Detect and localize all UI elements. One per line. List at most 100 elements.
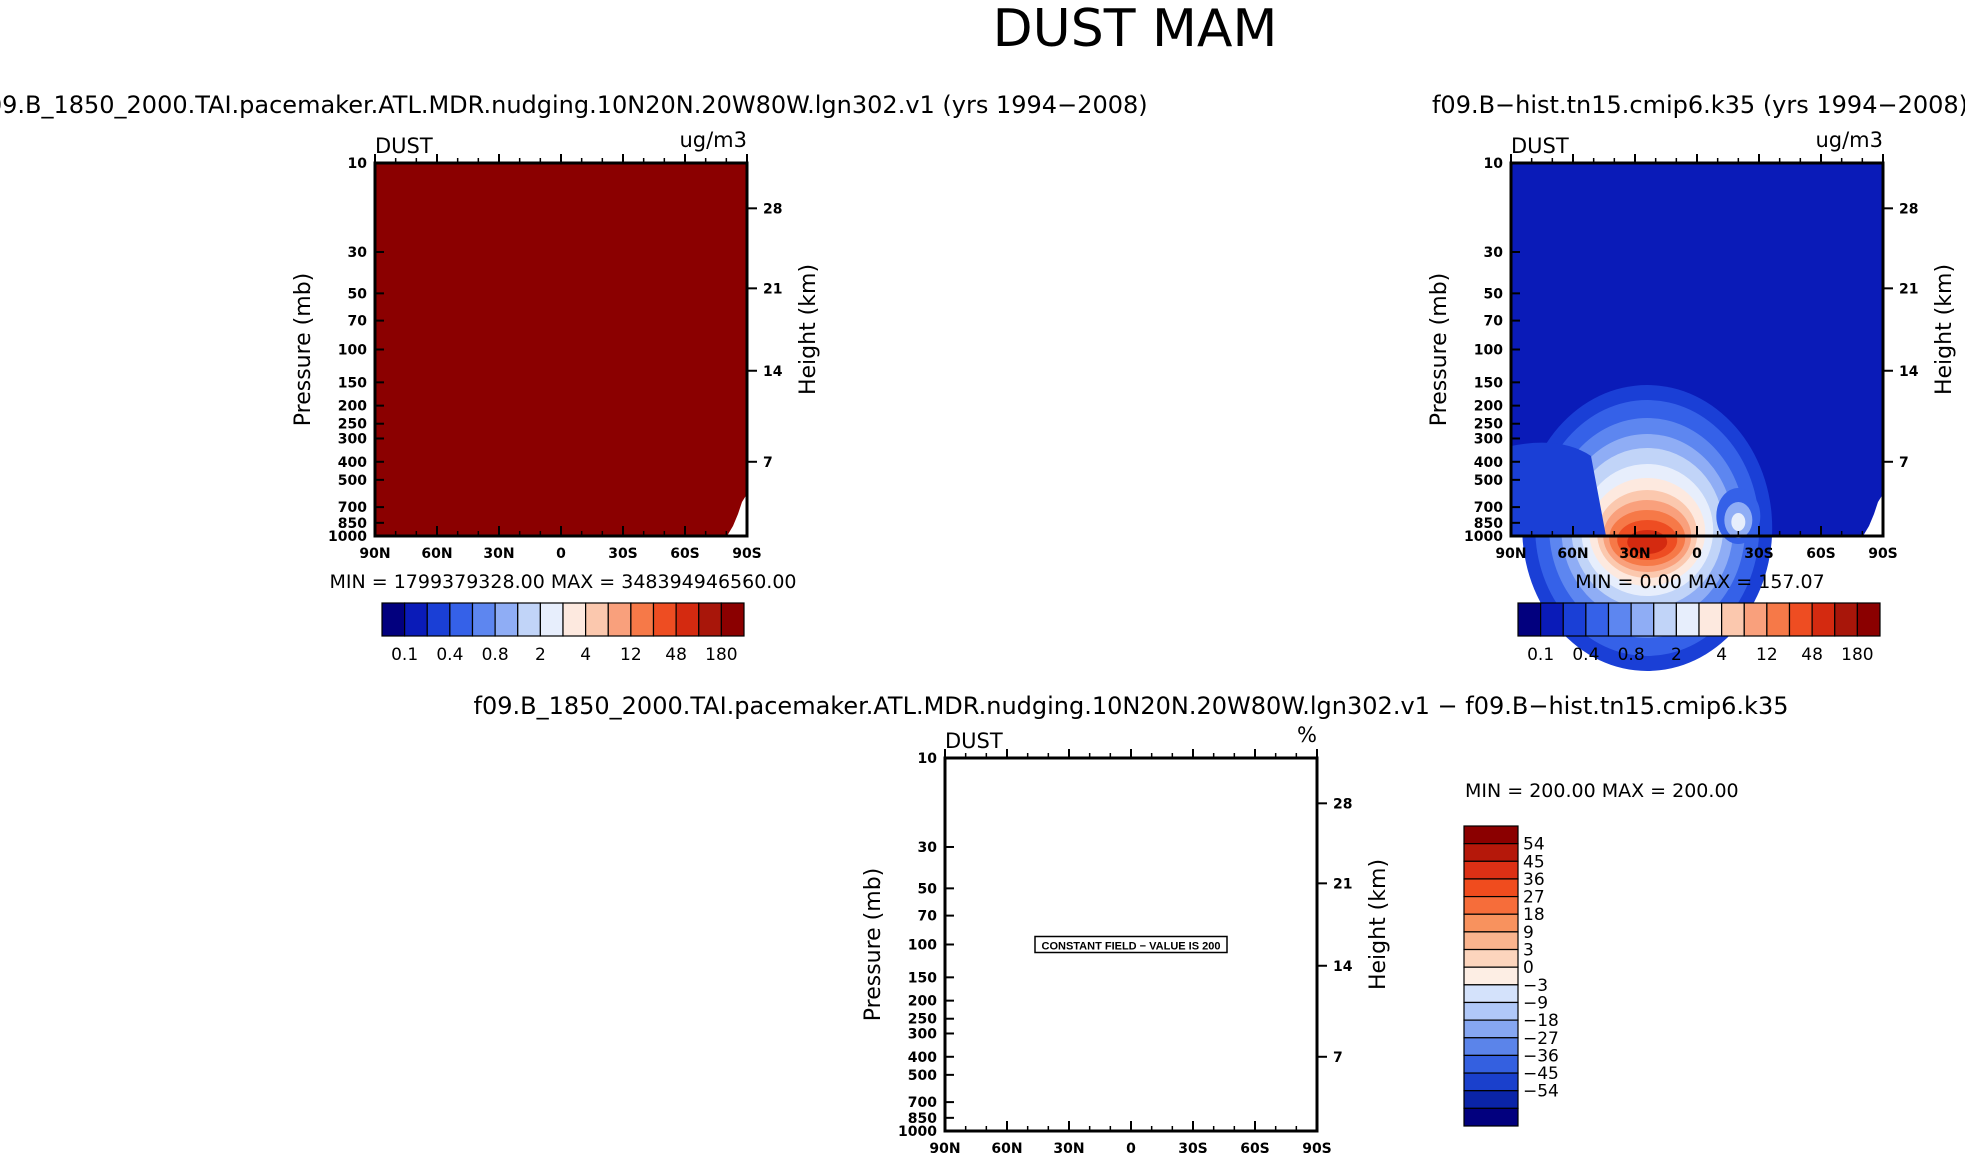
colorbar-label: −9 [1523,993,1548,1013]
colorbar-box [1463,878,1519,898]
panel-title: f09.B_1850_2000.TAI.pacemaker.ATL.MDR.nu… [474,692,1789,720]
field-label: DUST [945,729,1003,753]
colorbar-box [1540,602,1564,637]
colorbar-label: 48 [665,645,687,665]
y-axis-title-right: Height (km) [796,264,821,395]
x-tick-label: 30N [483,546,514,562]
dust-low-layer [1511,442,1606,536]
colorbar-box [1463,860,1519,880]
colorbar-box [539,602,564,637]
x-tick-label: 90S [1868,546,1898,562]
colorbar-box [1856,602,1881,637]
colorbar-box [1463,843,1519,862]
colorbar-label: 3 [1523,941,1534,961]
y-tick-label: 10 [918,751,938,767]
y-tick-label: 70 [918,909,938,925]
x-tick-label: 30N [1619,546,1650,562]
colorbar-box [1721,602,1745,637]
colorbar-label: 2 [1671,645,1682,665]
y-tick-label: 300 [1474,431,1503,447]
colorbar-label: 0.8 [482,645,509,665]
colorbar-box [1463,1037,1519,1057]
colorbar-box [1463,913,1519,933]
colorbar-box [1463,1090,1519,1109]
y-tick-label: 10 [348,156,368,172]
colorbar-box [652,602,677,637]
colorbar-box [720,602,745,637]
x-tick-label: 90S [732,546,762,562]
y-tick-label: 100 [338,343,367,359]
y-tick-label: 1000 [1464,529,1503,545]
min-max-label: MIN = 0.00 MAX = 157.07 [1575,571,1824,593]
terrain-mask [1863,494,1883,536]
colorbar-label: 0.1 [1527,645,1554,665]
colorbar-label: −36 [1523,1046,1559,1066]
colorbar-box [426,602,451,637]
height-tick-label: 28 [1333,796,1352,812]
field-label: DUST [1511,134,1569,158]
colorbar-box [494,602,519,637]
height-tick-label: 21 [763,281,782,297]
x-tick-label: 60S [670,546,700,562]
y-axis-title: Pressure (mb) [1427,273,1452,427]
y-tick-label: 250 [908,1012,937,1028]
y-tick-label: 30 [918,840,938,856]
y-tick-label: 70 [348,314,368,330]
colorbar-box [1653,602,1677,637]
units-label: % [1297,723,1317,747]
panel-title: f09.B_1850_2000.TAI.pacemaker.ATL.MDR.nu… [0,91,1148,119]
colorbar-box [698,602,722,637]
x-tick-label: 0 [1126,1141,1136,1157]
height-tick-label: 28 [763,201,782,217]
panel-title: f09.B−hist.tn15.cmip6.k35 (yrs 1994−2008… [1432,91,1965,119]
height-tick-label: 21 [1899,281,1918,297]
colorbar-box [404,602,428,637]
min-max-label: MIN = 1799379328.00 MAX = 348394946560.0… [329,571,796,593]
height-tick-label: 14 [1333,959,1353,975]
height-tick-label: 14 [763,364,783,380]
height-tick-label: 7 [1333,1050,1343,1066]
x-tick-label: 30S [1178,1141,1208,1157]
constant-field-box [1034,935,1228,954]
colorbar-box [1463,1001,1519,1021]
colorbar-box [630,602,655,637]
y-tick-label: 700 [1474,500,1503,516]
y-tick-label: 1000 [328,529,367,545]
colorbar-box [1517,602,1542,637]
height-tick-label: 14 [1899,364,1919,380]
units-label: ug/m3 [679,128,747,152]
colorbar-box [562,602,587,637]
colorbar-label: −18 [1523,1011,1559,1031]
colorbar-box [1463,948,1519,968]
y-tick-label: 700 [338,500,367,516]
y-tick-label: 200 [338,399,367,415]
colorbar-box [1585,602,1610,637]
min-max-label: MIN = 200.00 MAX = 200.00 [1465,780,1739,802]
y-axis-title-right: Height (km) [1366,859,1391,990]
colorbar-label: 0.8 [1618,645,1645,665]
colorbar-label: 9 [1523,923,1534,943]
x-tick-label: 60N [991,1141,1022,1157]
x-tick-label: 60N [421,546,452,562]
x-tick-label: 90S [1302,1141,1332,1157]
field-label: DUST [375,134,433,158]
field-fill [375,163,747,536]
colorbar-box [1675,602,1700,637]
colorbar-label: 0.4 [1572,645,1599,665]
colorbar-box [1463,984,1519,1004]
colorbar-box [1743,602,1768,637]
colorbar-label: 2 [535,645,546,665]
y-tick-label: 150 [908,970,937,986]
y-tick-label: 150 [1474,375,1503,391]
y-tick-label: 400 [338,455,367,471]
x-tick-label: 90N [359,546,390,562]
dust-secondary-level-3 [1731,513,1746,531]
y-tick-label: 50 [348,286,368,302]
x-tick-label: 60N [1557,546,1588,562]
colorbar-label: −54 [1523,1082,1559,1102]
colorbar-box [1463,1107,1519,1127]
y-tick-label: 200 [908,994,937,1010]
x-tick-label: 60S [1806,546,1836,562]
y-axis-title-right: Height (km) [1932,264,1957,395]
y-tick-label: 850 [338,516,367,532]
